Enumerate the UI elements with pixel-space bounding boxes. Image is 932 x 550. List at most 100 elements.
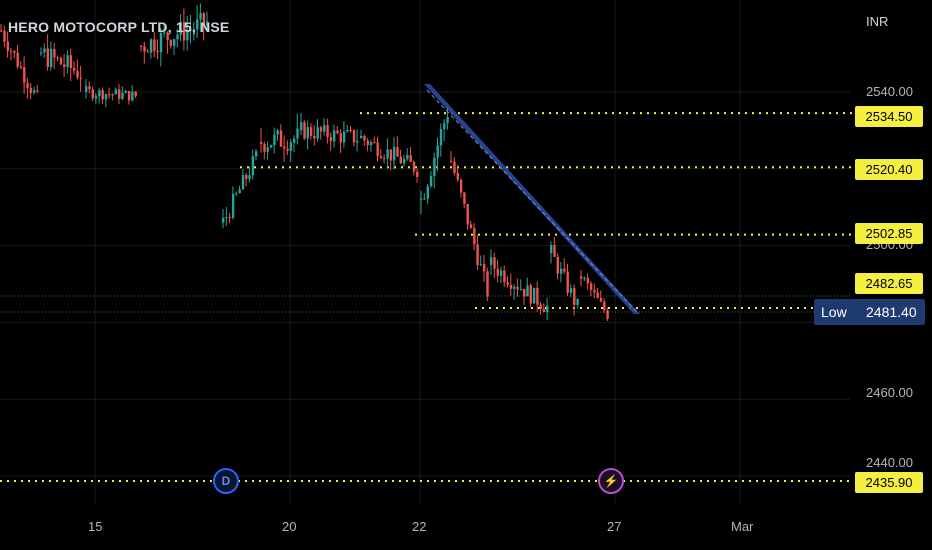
candle-body [313,135,316,139]
candle-body [412,161,416,172]
candle-body [606,310,609,320]
candle-body [366,140,369,146]
currency-label: INR [866,14,889,29]
candle-body [121,92,124,99]
candle-body [192,29,196,31]
candle-body [316,127,319,139]
level-label-2534[interactable]: 2534.50 [855,106,923,127]
candle-body [399,156,402,164]
candle-body [550,244,553,254]
horizontal-levels [0,112,852,482]
candle-body [231,193,235,218]
candle-body [153,39,156,51]
candle-body [542,309,546,313]
candle-body [176,34,179,40]
candle-body [376,142,379,157]
candle-body [283,146,286,149]
chart-title: HERO MOTOCORP LTD, 15, NSE [8,19,230,35]
candle-body [279,130,283,147]
candle-body [593,289,596,293]
candle-body [383,158,386,160]
candle-body [186,29,189,41]
candle-body [276,130,279,135]
candle-body [225,217,228,219]
candle-body [329,137,333,142]
candle-body [91,89,94,99]
candle-body [536,287,539,305]
candle-body [33,90,36,93]
candle-body [429,175,433,187]
candle-body [526,285,529,297]
candle-body [589,283,593,290]
level-label-2502[interactable]: 2502.85 [855,223,923,244]
candle-body [539,304,542,310]
candle-body [189,29,192,31]
event-d-badge[interactable]: D [213,468,239,494]
trendline-channel[interactable] [424,84,640,314]
candle-body [409,155,412,162]
candle-body [503,270,506,283]
candle-body [469,224,473,229]
candle-body [393,147,396,161]
candle-body [420,198,423,200]
candle-body [53,48,56,58]
candle-body [426,186,429,199]
candle-body [127,91,131,101]
candle-body [269,145,273,148]
y-tick-2540: 2540.00 [866,84,913,99]
low-price-label: Low 2481.40 [814,299,925,325]
candle-body [446,117,449,124]
candle-body [386,149,389,159]
y-tick-2460: 2460.00 [866,385,913,400]
candle-body [402,159,406,164]
candle-body [88,86,91,90]
candle-body [166,32,169,41]
candle-body [532,287,536,304]
candle-body [59,57,63,65]
candle-body [506,282,509,285]
candle-body [416,171,419,177]
candle-body [349,130,352,132]
candle-body [569,288,573,293]
candle-body [134,91,137,96]
candle-body [586,277,589,284]
candle-body [182,22,186,41]
flash-event-icon[interactable]: ⚡ [598,468,624,494]
candle-body [463,192,466,204]
candle-body [56,57,59,59]
candle-body [306,127,309,139]
level-label-2482[interactable]: 2482.65 [855,273,923,294]
candle-body [516,286,519,290]
level-label-2520[interactable]: 2520.40 [855,159,923,180]
candle-body [496,268,499,276]
low-label: Low [821,304,847,320]
candle-body [443,123,446,130]
candlesticks [0,3,609,321]
candle-body [373,142,376,144]
x-tick-27: 27 [607,519,622,534]
candle-body [319,127,323,132]
candle-body [29,87,33,93]
candle-body [146,51,149,53]
candle-body [396,147,399,157]
candle-body [251,156,255,176]
candle-body [273,134,276,146]
candle-body [16,52,19,67]
level-label-2435[interactable]: 2435.90 [855,472,923,493]
candle-body [49,48,53,68]
candle-body [9,50,13,52]
candle-body [3,30,6,42]
candle-body [336,130,339,134]
candle-body [389,149,393,161]
candle-body [559,268,563,274]
candle-body [342,131,346,143]
trend-channel-band [424,84,640,314]
candle-body [436,145,439,158]
candle-body [255,151,258,157]
candle-body [23,67,26,83]
candle-body [580,276,583,279]
candle-body [333,130,336,142]
candle-body [66,55,69,67]
candle-body [266,147,269,152]
